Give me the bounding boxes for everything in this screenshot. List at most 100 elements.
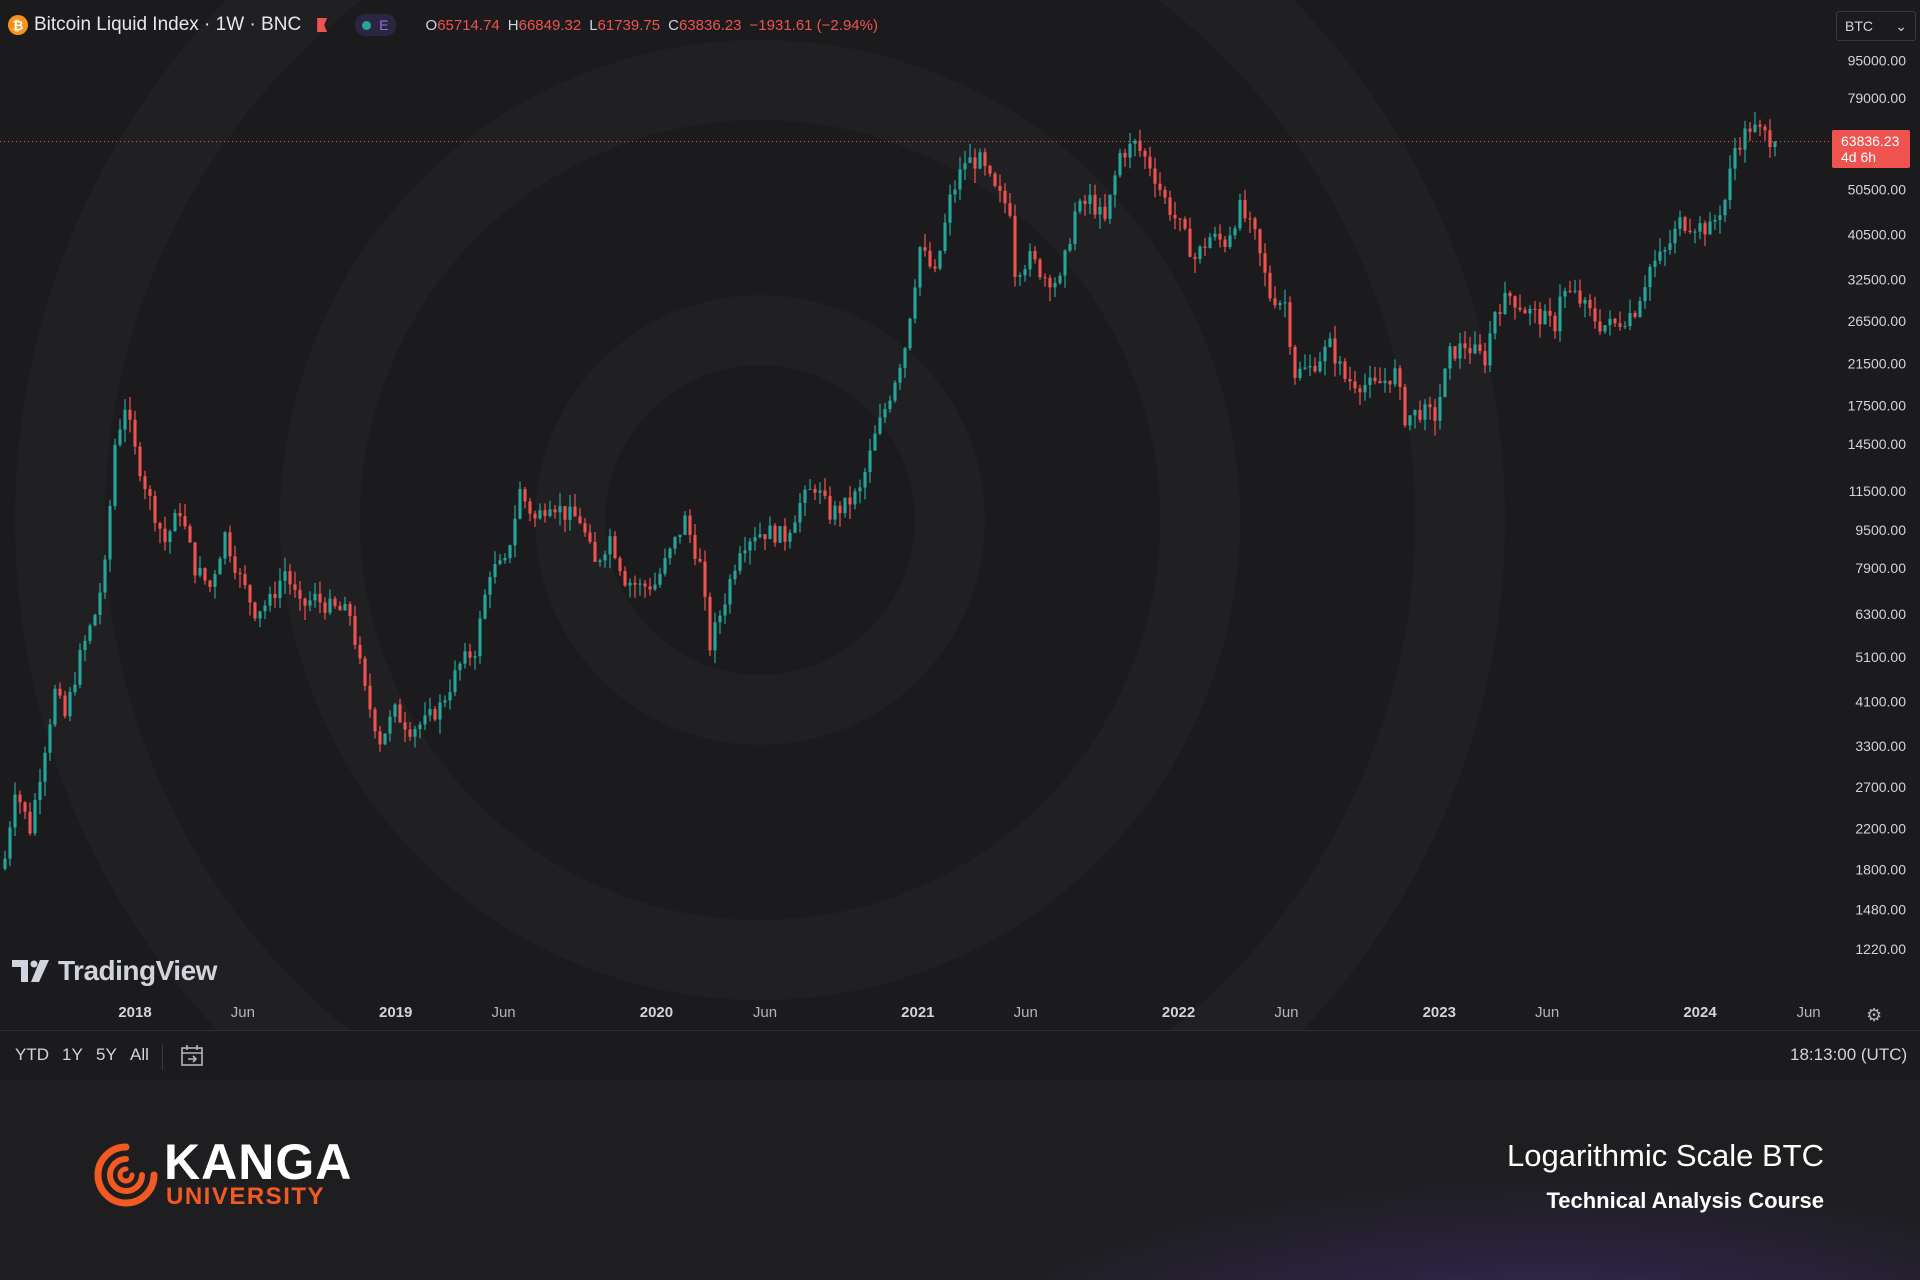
chart-panel[interactable]: 1220.00 1480.00 1800.00 2200.00 2700.00 3300.…	[0, 0, 1920, 1080]
symbol-title[interactable]: Bitcoin Liquid Index · 1W · BNC	[34, 14, 302, 35]
candle-body	[1398, 368, 1402, 387]
candle-body	[1423, 404, 1427, 420]
candle-body	[788, 532, 792, 542]
candle-body	[1603, 325, 1607, 332]
candle-body	[513, 518, 517, 546]
candle-body	[318, 593, 322, 603]
market-status-pill[interactable]: E	[355, 14, 396, 36]
candle-body	[1458, 343, 1462, 359]
candle-body	[1663, 250, 1667, 252]
ohlc-open: O65714.74	[425, 16, 500, 34]
candle-body	[848, 497, 852, 505]
candle-body	[1238, 199, 1242, 229]
candle-body	[603, 554, 607, 561]
candle-body	[1068, 243, 1072, 251]
candle-body	[743, 550, 747, 554]
ohlc-high: H66849.32	[507, 16, 582, 34]
candle-body	[1178, 218, 1182, 220]
last-price-tag: 63836.23 4d 6h	[1832, 129, 1910, 168]
candle-body	[1528, 308, 1532, 314]
candle-body	[1198, 246, 1202, 259]
candle-body	[1508, 292, 1512, 297]
candle-body	[1298, 368, 1302, 378]
price-axis[interactable]: 1220.00 1480.00 1800.00 2200.00 2700.00 3300.…	[1848, 52, 1907, 956]
candle-body	[1703, 223, 1707, 235]
timeframe-all-button[interactable]: All	[130, 1045, 149, 1064]
candle-body	[648, 586, 652, 590]
price-chart[interactable]: 1220.00 1480.00 1800.00 2200.00 2700.00 3300.…	[0, 0, 1920, 1080]
price-tick-label: 1480.00	[1855, 901, 1906, 917]
candle-body	[1123, 152, 1127, 158]
candle-body	[1578, 290, 1582, 304]
candle-body	[1258, 229, 1262, 254]
candle-body	[1478, 344, 1482, 352]
background-watermark	[15, 0, 1505, 1080]
candle-body	[383, 733, 387, 745]
candle-body	[548, 509, 552, 516]
candle-body	[1388, 380, 1392, 385]
candle-body	[1023, 269, 1027, 276]
candle-body	[373, 709, 377, 732]
candle-body	[1268, 272, 1272, 299]
candle-body	[733, 570, 737, 580]
candle-body	[1223, 239, 1227, 247]
candle-body	[1348, 379, 1352, 382]
candle-body	[1618, 323, 1622, 327]
tradingview-watermark[interactable]: TradingView	[12, 955, 217, 987]
utc-clock[interactable]: 18:13:00 (UTC)	[1790, 1045, 1908, 1064]
currency-select[interactable]: BTC ⌄	[1836, 11, 1916, 41]
candle-body	[1283, 302, 1287, 304]
timeframe-ytd-button[interactable]: YTD	[15, 1045, 49, 1064]
timeframe-1y-button[interactable]: 1Y	[62, 1045, 83, 1064]
candle-body	[828, 495, 832, 520]
price-tick-label: 17500.00	[1848, 398, 1907, 414]
candle-body	[1218, 233, 1222, 240]
candle-body	[8, 827, 12, 859]
candle-body	[888, 400, 892, 410]
calendar-goto-icon[interactable]	[180, 1044, 206, 1068]
candle-body	[428, 709, 432, 716]
candle-body	[778, 526, 782, 543]
price-tick-label: 32500.00	[1848, 271, 1907, 287]
settings-gear-icon[interactable]: ⚙	[1866, 1005, 1883, 1025]
candle-body	[1738, 147, 1742, 150]
candle-body	[48, 724, 52, 753]
candle-body	[348, 603, 352, 617]
candle-body	[1368, 377, 1372, 385]
candle-body	[1203, 246, 1207, 248]
price-tick-label: 2200.00	[1855, 821, 1906, 837]
candle-body	[1358, 388, 1362, 393]
candle-body	[1248, 218, 1252, 220]
candle-body	[283, 571, 287, 581]
candle-body	[668, 548, 672, 559]
time-tick-label: 2022	[1161, 1004, 1196, 1021]
candle-body	[198, 568, 202, 576]
candle-body	[1473, 344, 1477, 354]
candle-body	[1018, 275, 1022, 277]
candle-body	[68, 692, 72, 717]
candle-body	[748, 541, 752, 551]
candle-body	[1353, 381, 1357, 389]
candle-body	[623, 571, 627, 586]
candle-body	[1028, 251, 1032, 270]
candle-body	[168, 531, 172, 543]
candle-body	[443, 700, 447, 703]
candle-body	[343, 603, 347, 611]
candle-body	[1303, 367, 1307, 369]
candle-body	[1128, 143, 1132, 158]
candle-body	[773, 525, 777, 543]
symbol-legend[interactable]: ₿ Bitcoin Liquid Index · 1W · BNC E O657…	[8, 12, 878, 38]
timeframe-5y-button[interactable]: 5Y	[96, 1045, 117, 1064]
flag-icon[interactable]	[317, 18, 328, 32]
candle-body	[38, 781, 42, 800]
candle-body	[893, 382, 897, 401]
candle-body	[248, 585, 252, 603]
candle-body	[1168, 197, 1172, 215]
candle-body	[463, 651, 467, 664]
time-tick-label: Jun	[230, 1004, 255, 1021]
candle-body	[1228, 235, 1232, 247]
ohlc-change: −1931.61 (−2.94%)	[749, 16, 878, 34]
candle-body	[423, 715, 427, 725]
candle-body	[1708, 221, 1712, 235]
candle-body	[78, 650, 82, 685]
